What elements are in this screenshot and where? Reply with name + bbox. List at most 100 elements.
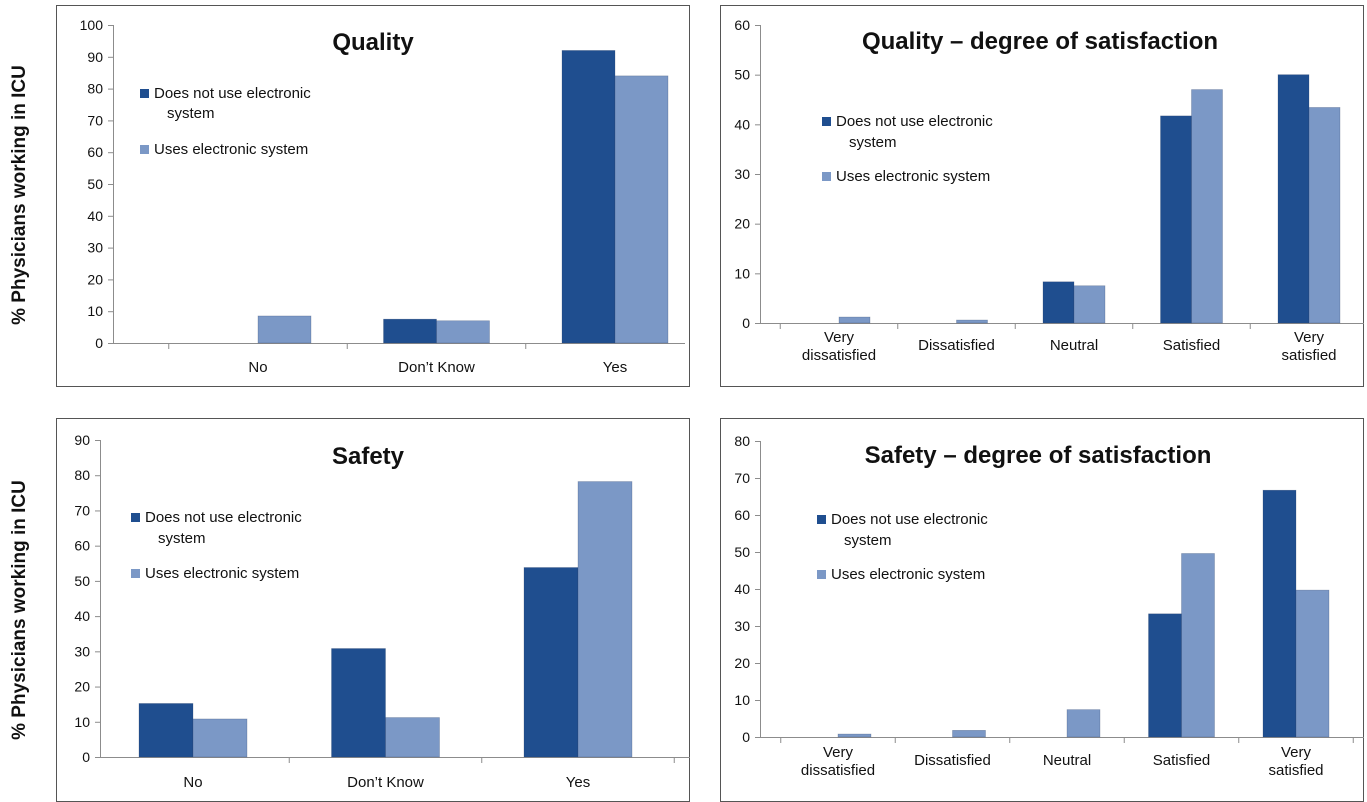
bar-don-t-know-series-2 bbox=[385, 717, 440, 758]
legend-label-series-1: Does not use electronic system bbox=[145, 509, 302, 547]
legend-label-line: system bbox=[844, 532, 892, 549]
legend-label-line: Does not use electronic bbox=[831, 511, 988, 528]
y-tick-label: 30 bbox=[74, 643, 90, 659]
x-category-label: Dissatisfied bbox=[918, 337, 995, 354]
legend-label-line: Does not use electronic bbox=[154, 85, 311, 102]
x-category-label-line: Satisfied bbox=[1153, 752, 1211, 769]
bar-very-satisfied-series-1 bbox=[1262, 489, 1297, 738]
legend-swatch-series-1 bbox=[131, 513, 140, 522]
x-category-label: Yes bbox=[566, 774, 590, 791]
y-tick-label: 60 bbox=[734, 507, 750, 523]
y-tick-label: 40 bbox=[87, 208, 103, 224]
bar-no-series-2 bbox=[192, 718, 248, 758]
x-category-label-line: dissatisfied bbox=[801, 762, 875, 779]
legend-label-line: Does not use electronic bbox=[836, 113, 993, 130]
bar-yes-series-2 bbox=[577, 481, 633, 758]
x-category-label: Satisfied bbox=[1153, 752, 1211, 769]
y-tick-label: 10 bbox=[74, 714, 90, 730]
x-category-label: Neutral bbox=[1050, 337, 1098, 354]
y-tick-label: 20 bbox=[87, 271, 103, 287]
x-category-label-line: No bbox=[183, 774, 202, 791]
y-tick-label: 70 bbox=[74, 502, 90, 518]
bar-neutral-series-2 bbox=[1066, 709, 1101, 738]
y-tick-label: 60 bbox=[734, 17, 750, 33]
y-tick-label: 0 bbox=[742, 729, 750, 745]
x-category-label-line: Very bbox=[824, 329, 855, 346]
y-tick-label: 40 bbox=[74, 608, 90, 624]
y-tick-label: 30 bbox=[734, 166, 750, 182]
legend-label-line: Uses electronic system bbox=[154, 141, 308, 158]
legend-swatch-series-2 bbox=[822, 172, 831, 181]
bar-yes-series-1 bbox=[561, 50, 616, 344]
legend-label-series-2: Uses electronic system bbox=[145, 565, 299, 582]
bar-very-satisfied-series-1 bbox=[1277, 74, 1310, 324]
x-category-label: Satisfied bbox=[1163, 337, 1221, 354]
legend-label-series-2: Uses electronic system bbox=[831, 566, 985, 583]
x-category-label-line: satisfied bbox=[1268, 762, 1323, 779]
legend-label-line: system bbox=[849, 134, 897, 151]
bar-satisfied-series-1 bbox=[1160, 115, 1192, 324]
legend-swatch-series-1 bbox=[140, 89, 149, 98]
x-category-label-line: Dissatisfied bbox=[914, 752, 991, 769]
y-tick-label: 30 bbox=[87, 240, 103, 256]
legend-label-series-1: Does not use electronic system bbox=[154, 85, 311, 122]
y-tick-label: 50 bbox=[734, 544, 750, 560]
chart-quality: 0 10 20 30 40 50 60 70 80 90 100 No Don’t Know Yes Qua… bbox=[56, 5, 690, 387]
y-tick-label: 50 bbox=[734, 67, 750, 83]
legend-swatch-series-2 bbox=[817, 570, 826, 579]
y-tick-label: 40 bbox=[734, 581, 750, 597]
y-tick-label: 70 bbox=[734, 470, 750, 486]
x-category-label-line: Neutral bbox=[1043, 752, 1091, 769]
bar-dissatisfied-series-2 bbox=[956, 319, 988, 324]
bar-no-series-1 bbox=[138, 703, 194, 758]
legend-swatch-series-1 bbox=[822, 117, 831, 126]
x-category-label-line: Yes bbox=[566, 774, 590, 791]
x-category-label-line: Don’t Know bbox=[347, 774, 424, 791]
x-category-label-line: dissatisfied bbox=[802, 347, 876, 364]
legend-swatch-series-1 bbox=[817, 515, 826, 524]
y-tick-label: 80 bbox=[734, 433, 750, 449]
x-category-label-line: Don’t Know bbox=[398, 359, 475, 376]
bar-very-dissatisfied-series-2 bbox=[838, 316, 871, 324]
y-tick-label: 20 bbox=[734, 655, 750, 671]
bar-yes-series-1 bbox=[523, 567, 579, 758]
chart-frame bbox=[720, 5, 1364, 387]
x-category-label: No bbox=[248, 359, 267, 376]
bar-neutral-series-2 bbox=[1073, 285, 1106, 324]
y-tick-label: 20 bbox=[734, 216, 750, 232]
x-category-label: Very satisfied bbox=[1281, 329, 1336, 364]
chart-title: Quality bbox=[332, 29, 414, 56]
x-category-label-line: Very bbox=[1294, 329, 1325, 346]
y-tick-label: 90 bbox=[87, 49, 103, 65]
x-category-label: Don’t Know bbox=[347, 774, 424, 791]
bar-don-t-know-series-1 bbox=[383, 318, 437, 344]
bar-very-satisfied-series-2 bbox=[1295, 589, 1330, 738]
y-tick-label: 80 bbox=[87, 81, 103, 97]
x-category-label-line: Very bbox=[1281, 744, 1312, 761]
y-tick-label: 10 bbox=[734, 265, 750, 281]
bar-yes-series-2 bbox=[614, 75, 669, 344]
legend-swatch-series-2 bbox=[140, 145, 149, 154]
y-tick-label: 30 bbox=[734, 618, 750, 634]
legend-label-line: Uses electronic system bbox=[145, 565, 299, 582]
y-tick-label: 0 bbox=[742, 315, 750, 331]
legend-label-series-1: Does not use electronic system bbox=[836, 113, 993, 151]
chart-title: Safety bbox=[332, 443, 405, 470]
y-tick-label: 20 bbox=[74, 679, 90, 695]
x-category-label-line: Satisfied bbox=[1163, 337, 1221, 354]
y-tick-label: 50 bbox=[74, 573, 90, 589]
y-tick-label: 100 bbox=[80, 17, 104, 33]
x-category-label-line: Neutral bbox=[1050, 337, 1098, 354]
bar-very-dissatisfied-series-2 bbox=[837, 733, 872, 738]
y-tick-label: 50 bbox=[87, 176, 103, 192]
bar-no-series-2 bbox=[257, 315, 312, 344]
x-category-label: Neutral bbox=[1043, 752, 1091, 769]
chart-title: Quality – degree of satisfaction bbox=[862, 28, 1218, 55]
y-tick-label: 10 bbox=[87, 303, 103, 319]
legend-label-series-1: Does not use electronic system bbox=[831, 511, 988, 549]
x-category-label-line: satisfied bbox=[1281, 347, 1336, 364]
bar-neutral-series-1 bbox=[1042, 281, 1075, 324]
y-tick-label: 90 bbox=[74, 432, 90, 448]
